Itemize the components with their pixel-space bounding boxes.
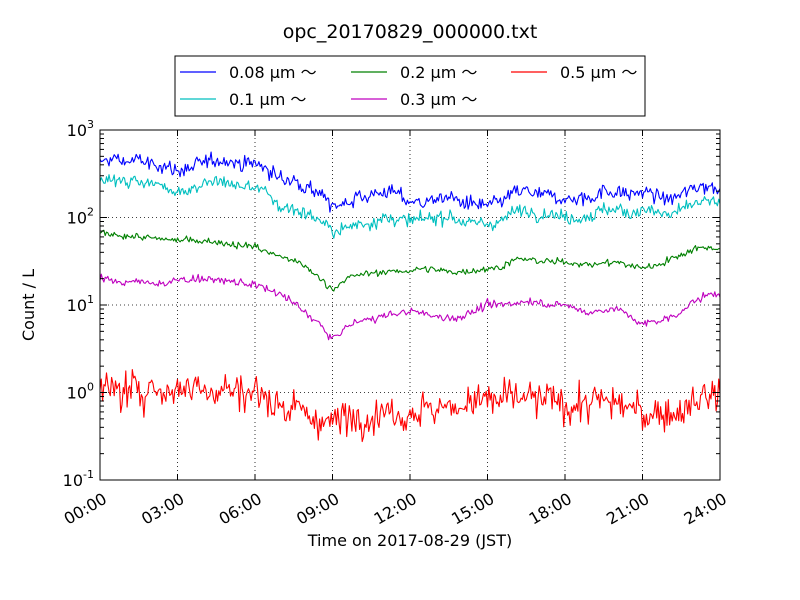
- series-line: [99, 369, 721, 443]
- y-tick-exponent: -1: [83, 468, 94, 481]
- x-tick-label: 00:00: [61, 489, 110, 529]
- legend-label: 0.1 μm ～: [229, 90, 306, 109]
- y-tick-exponent: 3: [87, 118, 94, 131]
- x-tick-label: 18:00: [526, 489, 575, 529]
- legend-label: 0.08 μm ～: [229, 63, 317, 82]
- series-line: [99, 273, 721, 341]
- legend-label: 0.3 μm ～: [400, 90, 477, 109]
- y-tick-label: 10-1: [63, 468, 94, 490]
- y-tick-base: 10: [67, 121, 87, 140]
- y-tick-label: 101: [67, 293, 94, 315]
- series-layer: [99, 151, 721, 443]
- x-tick-label: 06:00: [216, 489, 265, 529]
- series-line: [99, 229, 720, 292]
- x-axis-label: Time on 2017-08-29 (JST): [307, 531, 512, 550]
- chart-title: opc_20170829_000000.txt: [283, 21, 538, 43]
- x-tick-label: 09:00: [293, 489, 342, 529]
- x-tick-label: 15:00: [448, 489, 497, 529]
- plot-area: [100, 130, 720, 480]
- y-tick-exponent: 1: [87, 293, 94, 306]
- y-tick-base: 10: [67, 384, 87, 403]
- legend-label: 0.5 μm ～: [560, 63, 637, 82]
- series-line: [99, 174, 721, 239]
- y-tick-label: 103: [67, 118, 94, 140]
- y-tick-base: 10: [67, 296, 87, 315]
- legend-box: [174, 55, 646, 117]
- x-tick-label: 21:00: [603, 489, 652, 529]
- y-axis-label: Count / L: [19, 269, 38, 341]
- series-line: [99, 151, 721, 213]
- y-tick-label: 100: [67, 381, 94, 403]
- x-axis: 00:00 03:00 06:00 09:00 12:00 15:00 18:00 21:00…: [61, 130, 730, 529]
- y-tick-base: 10: [63, 471, 83, 490]
- legend-label: 0.2 μm ～: [400, 63, 477, 82]
- x-tick-label: 12:00: [371, 489, 420, 529]
- y-tick-base: 10: [67, 209, 87, 228]
- x-tick-label: 24:00: [681, 489, 730, 529]
- legend: 0.08 μm ～ 0.1 μm ～ 0.2 μm ～ 0.3 μm ～ 0.5 μm …: [174, 55, 646, 117]
- y-tick-exponent: 0: [87, 381, 94, 394]
- y-tick-label: 102: [67, 206, 94, 228]
- y-tick-exponent: 2: [87, 206, 94, 219]
- x-tick-label: 03:00: [138, 489, 187, 529]
